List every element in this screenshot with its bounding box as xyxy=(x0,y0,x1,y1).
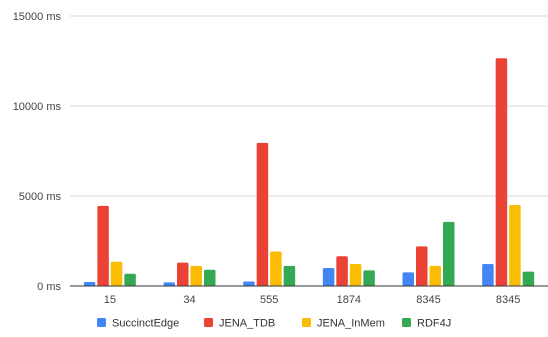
y-tick-label: 0 ms xyxy=(37,281,61,293)
y-axis-ticks: 0 ms 5000 ms 10000 ms 15000 ms xyxy=(13,11,62,293)
legend: SuccinctEdge JENA_TDB JENA_InMem RDF4J xyxy=(97,318,451,330)
bar-JENA_InMem-1 xyxy=(190,265,202,286)
x-tick-label: 1874 xyxy=(337,294,361,306)
bar-RDF4J-3 xyxy=(363,270,375,286)
bar-RDF4J-2 xyxy=(283,265,296,286)
bar-SuccinctEdge-3 xyxy=(322,268,335,286)
y-tick-label: 10000 ms xyxy=(13,101,62,113)
legend-swatch xyxy=(402,318,411,327)
legend-label: RDF4J xyxy=(417,318,451,330)
legend-swatch xyxy=(204,318,213,327)
bar-SuccinctEdge-4 xyxy=(402,272,414,286)
gridlines xyxy=(70,15,548,197)
bar-JENA_TDB-5 xyxy=(495,58,508,286)
bar-RDF4J-4 xyxy=(443,221,455,286)
bar-SuccinctEdge-2 xyxy=(243,281,255,286)
legend-label: JENA_InMem xyxy=(317,318,385,330)
bar-RDF4J-1 xyxy=(204,269,216,286)
legend-swatch xyxy=(302,318,311,327)
y-tick-label: 5000 ms xyxy=(19,191,62,203)
bar-JENA_InMem-2 xyxy=(270,251,282,286)
bar-RDF4J-5 xyxy=(522,271,535,286)
x-tick-label: 555 xyxy=(260,294,278,306)
bar-JENA_InMem-4 xyxy=(429,265,441,286)
bars xyxy=(83,58,535,286)
bar-JENA_InMem-0 xyxy=(110,261,123,286)
x-tick-label: 8345 xyxy=(496,294,520,306)
x-axis-ticks: 15 34 555 1874 8345 8345 xyxy=(104,294,521,306)
x-tick-label: 15 xyxy=(104,294,116,306)
bar-JENA_TDB-1 xyxy=(177,262,189,286)
y-tick-label: 15000 ms xyxy=(13,11,62,23)
bar-JENA_InMem-3 xyxy=(349,264,362,286)
legend-label: JENA_TDB xyxy=(219,318,275,330)
bar-JENA_InMem-5 xyxy=(509,205,521,286)
x-tick-label: 8345 xyxy=(416,294,440,306)
bar-JENA_TDB-4 xyxy=(416,246,428,286)
bar-SuccinctEdge-0 xyxy=(83,282,96,286)
legend-swatch xyxy=(97,318,106,327)
bar-JENA_TDB-0 xyxy=(97,205,109,286)
bar-RDF4J-0 xyxy=(124,273,136,286)
bar-SuccinctEdge-1 xyxy=(163,282,175,286)
bar-JENA_TDB-2 xyxy=(256,142,269,286)
legend-label: SuccinctEdge xyxy=(112,318,179,330)
bar-SuccinctEdge-5 xyxy=(482,264,494,286)
x-tick-label: 34 xyxy=(183,294,195,306)
bar-JENA_TDB-3 xyxy=(336,256,348,286)
